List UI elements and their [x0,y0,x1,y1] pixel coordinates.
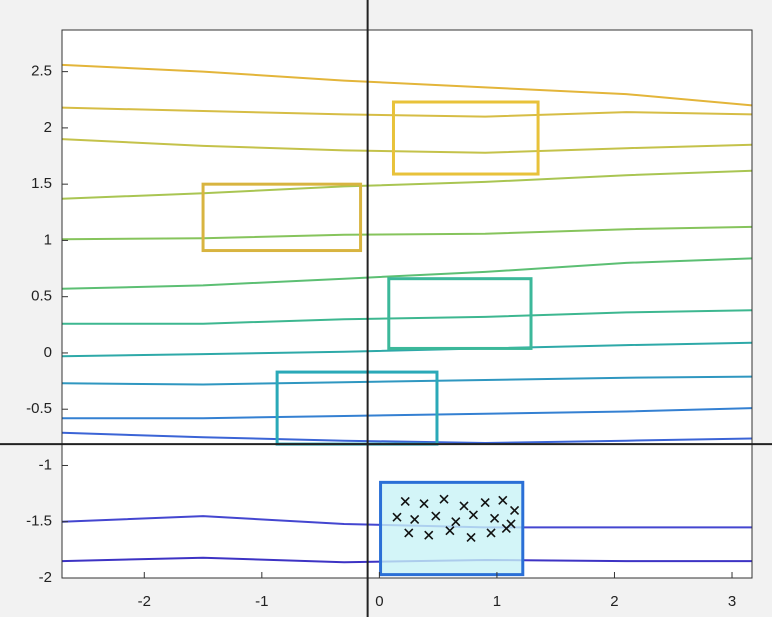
x-tick-label: 2 [610,593,618,610]
cross-marker [490,513,500,523]
contour-line [61,375,753,386]
cross-marker [431,511,441,521]
contour-line [61,225,753,241]
x-tick-label: 3 [728,593,736,610]
y-tick-label: 0.5 [31,288,52,305]
cross-marker [486,528,496,538]
y-tick-label: -2 [39,569,52,586]
cross-marker [439,494,449,504]
x-tick-label: 0 [375,593,383,610]
cross-marker [509,505,520,516]
region-box [387,277,533,350]
cross-marker [445,526,455,536]
contour-line [61,257,753,290]
cross-marker [410,514,420,525]
contour-line [61,341,753,358]
axes-frame [61,29,753,579]
y-tick-label: 2 [44,119,52,136]
contour-line [61,63,753,107]
cross-marker [459,501,469,511]
y-tick-label: -1 [39,456,52,473]
contour-line [61,138,753,154]
y-tick-label: -1.5 [26,513,52,530]
cross-marker [468,510,478,520]
contour-line [62,407,753,420]
region-box [391,100,540,176]
y-tick-label: -0.5 [26,400,52,417]
cross-marker [404,528,414,538]
cross-marker [480,498,490,508]
cross-marker [419,499,429,509]
cross-marker [501,523,511,534]
contour-line [61,431,753,445]
y-tick-label: 0 [44,344,52,361]
x-tick-label: -2 [138,593,151,610]
cross-marker [392,512,402,522]
cross-marker [498,495,508,505]
cross-marker [424,530,434,540]
cross-marker [466,532,476,543]
cross-marker [400,496,410,507]
x-tick-label: -1 [255,593,268,610]
contour-line [62,309,753,325]
contour-line [61,169,753,200]
y-tick-label: 2.5 [31,63,52,80]
y-tick-label: 1 [44,231,52,248]
contour-line [61,106,753,118]
region-box [201,182,363,253]
y-tick-label: 1.5 [31,175,52,192]
cross-marker [451,517,461,527]
x-tick-label: 1 [493,593,501,610]
